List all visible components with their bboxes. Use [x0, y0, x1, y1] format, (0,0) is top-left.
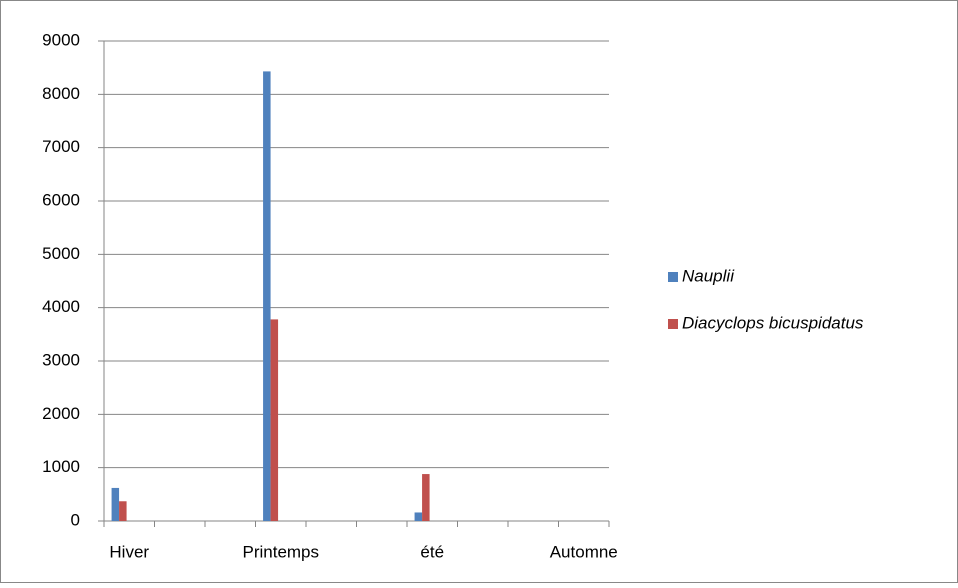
bar — [119, 501, 127, 521]
y-tick-label: 1000 — [42, 457, 80, 476]
legend-label: Nauplii — [682, 266, 735, 285]
bar — [111, 487, 120, 521]
bar — [263, 71, 271, 522]
y-tick-label: 4000 — [42, 297, 80, 316]
bar — [422, 474, 430, 521]
legend-swatch — [668, 319, 678, 329]
y-tick-label: 9000 — [42, 30, 80, 49]
y-tick-label: 5000 — [42, 244, 80, 263]
y-tick-label: 3000 — [42, 350, 80, 369]
y-tick-label: 7000 — [42, 137, 80, 156]
y-tick-label: 8000 — [42, 84, 80, 103]
x-tick-label: été — [420, 542, 444, 561]
y-tick-label: 2000 — [42, 404, 80, 423]
y-tick-label: 6000 — [42, 190, 80, 209]
x-tick-label: Hiver — [109, 542, 149, 561]
x-tick-label: Printemps — [242, 542, 319, 561]
bar — [414, 512, 423, 521]
legend-label: Diacyclops bicuspidatus — [682, 313, 864, 332]
y-tick-label: 0 — [71, 510, 80, 529]
legend-swatch — [668, 272, 678, 282]
bar — [270, 319, 279, 521]
x-tick-label: Automne — [550, 542, 618, 561]
